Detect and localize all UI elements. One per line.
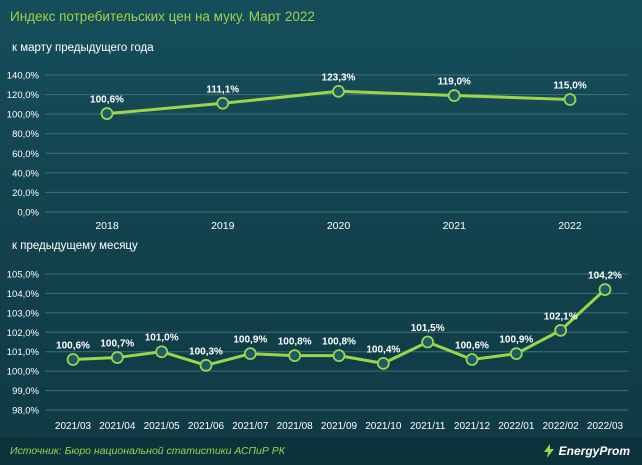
x-tick-label: 2021/11 bbox=[410, 421, 446, 432]
lightning-icon bbox=[543, 444, 554, 458]
data-label: 100,9% bbox=[499, 335, 533, 346]
x-tick-label: 2018 bbox=[95, 220, 119, 232]
x-tick-label: 2022/01 bbox=[498, 421, 535, 432]
data-point bbox=[243, 347, 257, 361]
y-tick-label: 120,0% bbox=[7, 90, 40, 101]
data-label: 102,1% bbox=[544, 311, 578, 322]
data-point bbox=[554, 323, 568, 337]
data-point bbox=[376, 356, 390, 370]
y-tick-label: 140,0% bbox=[7, 71, 40, 82]
y-tick-label: 80,0% bbox=[12, 129, 39, 140]
data-label: 111,1% bbox=[206, 84, 239, 95]
y-tick-label: 100,0% bbox=[7, 110, 40, 121]
data-label: 104,2% bbox=[588, 271, 622, 282]
data-point bbox=[332, 349, 346, 363]
data-point bbox=[216, 96, 230, 110]
data-label: 101,5% bbox=[411, 323, 445, 334]
x-tick-label: 2021/09 bbox=[321, 421, 358, 432]
brand-name: EnergyProm bbox=[558, 444, 630, 458]
data-label: 100,7% bbox=[100, 339, 134, 350]
x-tick-label: 2021/03 bbox=[55, 421, 92, 432]
y-tick-label: 98,0% bbox=[12, 406, 39, 417]
data-point bbox=[288, 349, 302, 363]
y-tick-label: 105,0% bbox=[7, 270, 40, 281]
data-point bbox=[509, 347, 523, 361]
data-point bbox=[66, 353, 80, 366]
monthly-index-chart: 98,0% 99,0% 100,0% 101,0% 102,0% 103,0% 104,0%… bbox=[7, 270, 628, 432]
chart2-title: к предыдущему месяцу bbox=[12, 240, 138, 252]
y-tick-label: 102,0% bbox=[7, 328, 40, 339]
x-tick-label: 2020 bbox=[327, 220, 351, 232]
data-point bbox=[421, 335, 435, 349]
data-point bbox=[465, 353, 479, 366]
x-tick-label: 2021/06 bbox=[188, 421, 225, 432]
data-label: 123,3% bbox=[322, 72, 356, 83]
data-label: 100,9% bbox=[233, 335, 267, 346]
x-tick-label: 2021/08 bbox=[277, 421, 314, 432]
x-tick-label: 2022/03 bbox=[587, 421, 624, 432]
y-tick-label: 100,0% bbox=[7, 367, 40, 378]
data-point bbox=[100, 107, 114, 120]
y-tick-label: 20,0% bbox=[12, 188, 39, 199]
data-label: 101,0% bbox=[145, 333, 179, 344]
chart1-title: к марту предыдущего года bbox=[12, 42, 154, 54]
y-tick-label: 101,0% bbox=[7, 347, 40, 358]
data-label: 100,8% bbox=[322, 337, 356, 348]
x-tick-label: 2021/07 bbox=[232, 421, 269, 432]
y-tick-label: 99,0% bbox=[12, 386, 39, 397]
data-point bbox=[110, 351, 124, 364]
data-label: 119,0% bbox=[438, 77, 471, 88]
data-label: 100,3% bbox=[189, 346, 223, 357]
data-point bbox=[332, 84, 345, 98]
y-tick-label: 0,0% bbox=[17, 208, 39, 219]
data-point bbox=[598, 283, 612, 296]
data-point bbox=[199, 358, 213, 372]
data-label: 100,6% bbox=[90, 95, 124, 106]
page-title: Индекс потребительских цен на муку. Март… bbox=[10, 9, 315, 24]
data-label: 100,8% bbox=[278, 337, 312, 348]
x-tick-label: 2022/02 bbox=[543, 421, 580, 432]
data-label: 100,4% bbox=[366, 344, 400, 355]
data-point bbox=[447, 89, 461, 102]
x-tick-label: 2021 bbox=[443, 220, 467, 232]
data-label: 100,6% bbox=[56, 340, 90, 351]
brand-logo: EnergyProm bbox=[543, 444, 630, 458]
footer: Источник: Бюро национальной статистики А… bbox=[0, 437, 642, 465]
y-tick-label: 40,0% bbox=[12, 168, 39, 179]
x-tick-label: 2021/04 bbox=[99, 421, 136, 432]
data-label: 115,0% bbox=[553, 80, 586, 91]
x-tick-label: 2022 bbox=[558, 220, 582, 232]
y-tick-label: 103,0% bbox=[7, 308, 40, 319]
x-tick-label: 2021/10 bbox=[365, 421, 402, 432]
data-point bbox=[155, 345, 169, 359]
x-tick-label: 2021/12 bbox=[454, 421, 491, 432]
y-tick-label: 60,0% bbox=[12, 149, 39, 160]
x-tick-label: 2021/05 bbox=[144, 421, 181, 432]
annual-index-chart: 0,0% 20,0% 40,0% 60,0% 80,0% 100,0% 120,0% 140,… bbox=[7, 71, 628, 232]
y-tick-label: 104,0% bbox=[7, 289, 40, 300]
source-text: Источник: Бюро национальной статистики А… bbox=[10, 445, 285, 457]
data-point bbox=[563, 93, 577, 106]
data-label: 100,6% bbox=[455, 340, 489, 351]
x-tick-label: 2019 bbox=[211, 220, 235, 232]
